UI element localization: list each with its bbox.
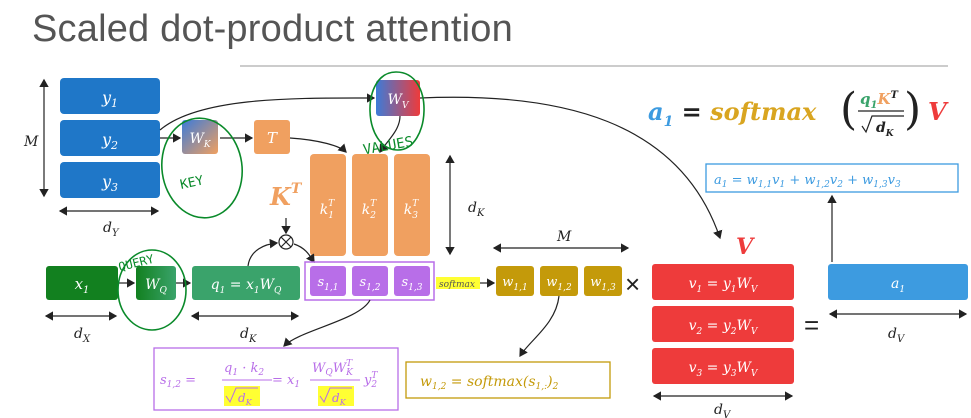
k-column-3: kT 3	[394, 154, 430, 256]
svg-text:dK: dK	[876, 120, 895, 139]
a1-block: a1	[828, 264, 968, 300]
svg-text:a1: a1	[891, 276, 905, 295]
svg-text:yT2: yT 2	[363, 371, 378, 390]
svg-text:s1,3: s1,3	[402, 275, 423, 293]
y-block-3: y3	[60, 162, 160, 198]
arrow-otimes-s	[293, 243, 315, 263]
w-formula-box: w1,2 = softmax(s1,:)2	[405, 361, 611, 399]
svg-text:x1: x1	[75, 275, 90, 296]
svg-text:y2: y2	[101, 130, 118, 152]
svg-text:kT2: kT 2	[362, 199, 377, 221]
s-block-1: s1,1	[310, 266, 346, 296]
svg-text:T: T	[267, 129, 278, 147]
s-formula-box: s1,2 = q1 · k2 dK = x1 WQWT K dK yT 2	[153, 347, 399, 411]
v-block-2: v2 = y2WV	[652, 306, 794, 342]
dim-M-top: M	[556, 229, 572, 245]
wk-block: WK	[182, 120, 218, 154]
svg-text:w1,3: w1,3	[590, 275, 616, 293]
wv-block: WV	[376, 80, 420, 116]
k-column-2: kT 2	[352, 154, 388, 256]
svg-text:q1 = x1WQ: q1 = x1WQ	[211, 277, 282, 296]
dim-dy: dY	[103, 220, 120, 239]
svg-text:KEY: KEY	[179, 173, 205, 193]
svg-text:s1,1: s1,1	[318, 275, 339, 293]
arrow-s12-sbox	[283, 299, 371, 347]
svg-text:(: (	[840, 84, 857, 135]
svg-text:WV: WV	[388, 92, 410, 111]
softmax-highlight	[436, 277, 480, 289]
main-formula: a1 = softmax ( q1KT dK ) V	[648, 84, 949, 139]
arrow-wv-kt	[379, 115, 401, 153]
softmax-tag: softmax	[439, 280, 475, 290]
svg-text:w1,1: w1,1	[502, 275, 527, 293]
t-block: T	[254, 120, 290, 154]
svg-text:v1 = y1WV: v1 = y1WV	[689, 276, 759, 295]
svg-text:kT3: kT 3	[404, 199, 419, 221]
svg-text:v2 = y2WV: v2 = y2WV	[689, 318, 759, 337]
svg-text:w1,2 = softmax(s1,:)2: w1,2 = softmax(s1,:)2	[420, 374, 559, 392]
s-block-2: s1,2	[352, 266, 388, 296]
arrow-w12-wbox	[519, 295, 560, 358]
kt-label: KT	[269, 181, 303, 211]
svg-text:dK: dK	[238, 391, 253, 407]
s-block-3: s1,3	[394, 266, 430, 296]
svg-text:s1,2 =: s1,2 =	[160, 373, 196, 390]
arrow-y2-wv	[159, 93, 376, 131]
w-block-1: w1,1	[496, 266, 534, 296]
w-block-3: w1,3	[584, 266, 622, 296]
svg-text:q1KT: q1KT	[860, 90, 900, 111]
svg-text:= x1: = x1	[272, 373, 300, 390]
svg-text:WQ: WQ	[145, 277, 167, 296]
dim-M-left: M	[23, 134, 39, 150]
v-label: V	[736, 234, 755, 260]
q1-block: q1 = x1WQ	[192, 266, 300, 300]
page-title: Scaled dot-product attention	[32, 8, 513, 50]
equals-symbol: =	[804, 310, 819, 340]
arrow-t-kt	[289, 137, 347, 153]
svg-text:a1 = w1,1v1 + w1,2v2 + w1,3v3: a1 = w1,1v1 + w1,2v2 + w1,3v3	[714, 173, 901, 190]
svg-text:w1,2: w1,2	[546, 275, 572, 293]
svg-text:q1 · k2: q1 · k2	[224, 361, 264, 378]
y-block-1: y1	[60, 78, 160, 114]
svg-text:a1 = softmax: a1 = softmax	[648, 97, 817, 130]
arrow-wv-V	[419, 96, 723, 240]
svg-text:): )	[904, 84, 921, 135]
svg-text:kT1: kT 1	[320, 199, 335, 221]
y-block-2: y2	[60, 120, 160, 156]
v-block-1: v1 = y1WV	[652, 264, 794, 300]
v-block-3: v3 = y3WV	[652, 348, 794, 384]
dim-dk-mid: dK	[240, 326, 257, 345]
dim-dx: dX	[74, 326, 91, 345]
wq-block: WQ	[136, 266, 176, 300]
handwriting-key: KEY	[160, 117, 244, 219]
times-symbol: ×	[625, 269, 640, 299]
k-column-1: kT 1	[310, 154, 346, 256]
svg-text:WK: WK	[189, 131, 211, 150]
dim-dk-right: dK	[468, 200, 485, 219]
svg-text:dK: dK	[332, 391, 347, 407]
arrow-q1-otimes	[247, 238, 279, 267]
dim-dv-bottom: dV	[714, 402, 732, 418]
dim-dv-right: dV	[888, 326, 906, 345]
svg-text:y1: y1	[101, 88, 118, 110]
svg-text:s1,2: s1,2	[360, 275, 381, 293]
svg-text:y3: y3	[101, 172, 118, 194]
svg-text:V: V	[928, 97, 949, 126]
x1-block: x1	[46, 266, 118, 300]
sum-formula-box: a1 = w1,1v1 + w1,2v2 + w1,3v3	[705, 163, 959, 193]
svg-text:v3 = y3WV: v3 = y3WV	[689, 360, 759, 379]
w-block-2: w1,2	[540, 266, 578, 296]
